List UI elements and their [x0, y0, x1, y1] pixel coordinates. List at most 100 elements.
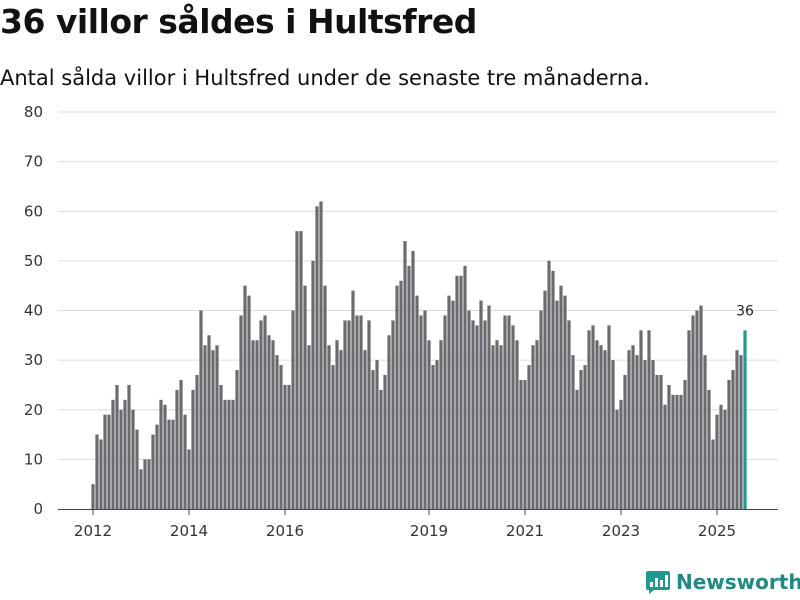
bar	[547, 260, 551, 509]
bar	[363, 350, 367, 509]
bar	[459, 275, 463, 509]
bar	[219, 384, 223, 509]
bar	[703, 355, 707, 509]
bar	[339, 350, 343, 509]
bar	[387, 335, 391, 509]
bar	[231, 399, 235, 509]
bar-highlight	[743, 330, 747, 509]
bar	[655, 375, 659, 509]
bar	[95, 434, 99, 509]
bar	[415, 295, 419, 509]
y-tick-label: 10	[24, 450, 43, 468]
bar	[263, 315, 267, 509]
bar	[211, 350, 215, 509]
bar	[111, 399, 115, 509]
bar	[735, 350, 739, 509]
bar	[551, 270, 555, 509]
bar	[523, 379, 527, 509]
bar	[507, 315, 511, 509]
bar	[675, 394, 679, 509]
bar	[271, 340, 275, 509]
bar	[695, 310, 699, 509]
bars	[91, 201, 747, 509]
bar	[367, 320, 371, 509]
bar	[707, 389, 711, 509]
y-axis: 0 10 20 30 40 50 60 70 80	[24, 103, 43, 518]
bar	[511, 325, 515, 509]
bar	[119, 409, 123, 509]
bar	[167, 419, 171, 509]
bar	[235, 370, 239, 509]
bar	[495, 340, 499, 509]
x-tick-label: 2019	[410, 522, 448, 540]
page-subtitle: Antal sålda villor i Hultsfred under de …	[0, 66, 650, 90]
bar	[319, 201, 323, 509]
bar	[139, 469, 143, 509]
bar	[331, 365, 335, 509]
bar	[359, 315, 363, 509]
bar	[639, 330, 643, 509]
bar	[227, 399, 231, 509]
bar	[291, 310, 295, 509]
bar	[103, 414, 107, 509]
bar	[567, 320, 571, 509]
bar	[651, 360, 655, 509]
bar	[423, 310, 427, 509]
bar	[307, 345, 311, 509]
bar	[123, 399, 127, 509]
x-axis: 2012 2014 2016 2019 2021 2023 2025	[58, 509, 778, 540]
bar	[267, 335, 271, 509]
bar	[315, 206, 319, 509]
bar	[327, 345, 331, 509]
bar	[623, 375, 627, 509]
bar	[463, 265, 467, 509]
bar	[351, 290, 355, 509]
bar	[427, 340, 431, 509]
bar	[243, 285, 247, 509]
bar	[603, 350, 607, 509]
bar	[607, 325, 611, 509]
bar	[663, 404, 667, 509]
bar	[215, 345, 219, 509]
bar	[455, 275, 459, 509]
bar	[395, 285, 399, 509]
bar	[727, 379, 731, 509]
x-tick-label: 2016	[266, 522, 304, 540]
bar	[631, 345, 635, 509]
bar	[611, 360, 615, 509]
bar	[379, 389, 383, 509]
bar	[107, 414, 111, 509]
bar	[299, 231, 303, 509]
bar	[635, 355, 639, 509]
bar	[155, 424, 159, 509]
bar	[699, 305, 703, 509]
x-tick-label: 2025	[698, 522, 736, 540]
bar	[515, 340, 519, 509]
bar	[599, 345, 603, 509]
x-tick-label: 2023	[602, 522, 640, 540]
bar	[91, 484, 95, 509]
bar	[99, 439, 103, 509]
bar	[127, 384, 131, 509]
bar	[447, 295, 451, 509]
newsworthy-logo-text: Newsworthy	[676, 570, 800, 594]
bar	[151, 434, 155, 509]
bar	[615, 409, 619, 509]
x-tick-label: 2012	[74, 522, 112, 540]
bar	[563, 295, 567, 509]
bar	[163, 404, 167, 509]
bar	[443, 315, 447, 509]
bar	[587, 330, 591, 509]
bar	[575, 389, 579, 509]
bar	[711, 439, 715, 509]
bar	[135, 429, 139, 509]
x-tick-label: 2014	[170, 522, 208, 540]
bar	[731, 370, 735, 509]
bar	[191, 389, 195, 509]
bar	[739, 355, 743, 509]
bar	[195, 375, 199, 509]
y-tick-label: 60	[24, 202, 43, 220]
bar	[251, 340, 255, 509]
bar	[559, 285, 563, 509]
bar	[451, 300, 455, 509]
